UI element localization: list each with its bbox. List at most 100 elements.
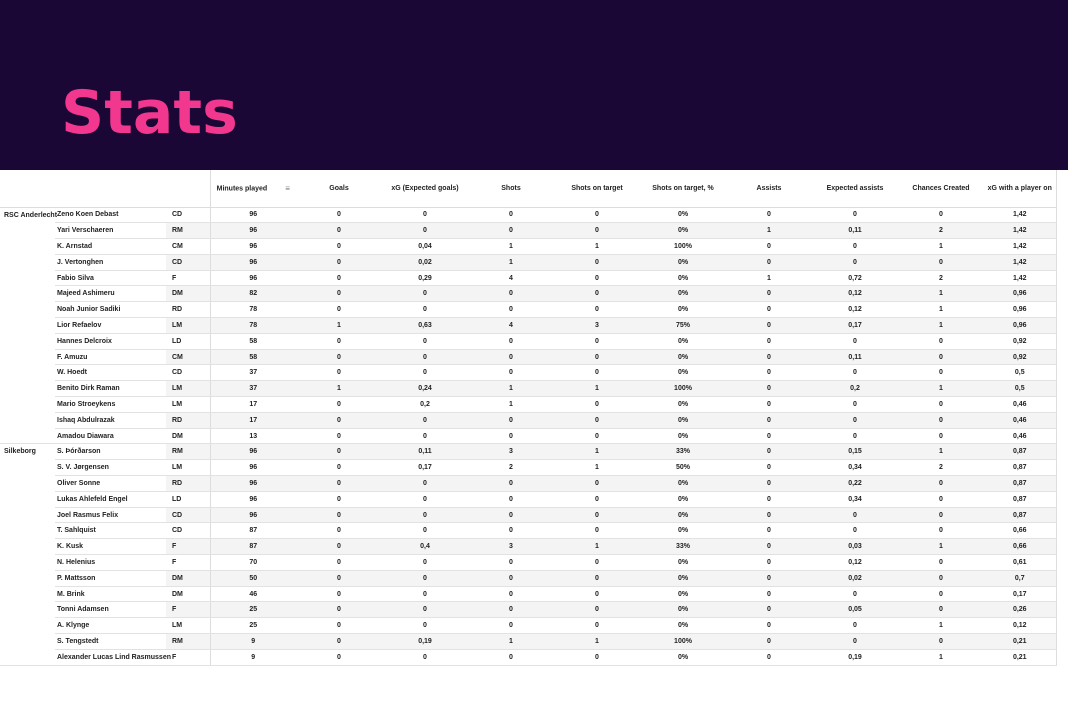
sort-descending-icon[interactable]: ≡ bbox=[285, 183, 290, 193]
table-row[interactable]: Noah Junior Sadiki RD 78 0 0 0 0 0% 0 0,12 1 0,96 bbox=[0, 301, 1057, 319]
table-row[interactable]: Silkeborg S. Þórðarson RM 96 0 0,11 3 1 33% 0 0,15… bbox=[0, 443, 1057, 666]
column-header[interactable]: Minutes played ≡ bbox=[209, 170, 296, 208]
column-header[interactable]: Goals bbox=[296, 170, 382, 208]
stat-cell: 33% bbox=[640, 443, 726, 461]
stat-cell: 0,46 bbox=[984, 428, 1057, 445]
player-position: LM bbox=[166, 380, 210, 398]
stat-cell: 0 bbox=[812, 522, 898, 540]
stat-cell: 0,21 bbox=[984, 649, 1057, 666]
table-row[interactable]: Benito Dirk Raman LM 37 1 0,24 1 1 100% 0 0,2 1 0,5 bbox=[0, 380, 1057, 398]
stat-cell: 0 bbox=[726, 254, 812, 271]
table-row[interactable]: RSC Anderlecht Zeno Koen Debast CD 96 0 0 0 0 0%… bbox=[0, 207, 1057, 445]
stat-cell: 0 bbox=[554, 412, 640, 429]
column-header-label: Assists bbox=[756, 184, 782, 192]
stat-cell: 96 bbox=[209, 238, 296, 255]
stat-cell: 1 bbox=[898, 285, 984, 303]
column-header[interactable]: xG (Expected goals) bbox=[382, 170, 468, 208]
table-row[interactable]: M. Brink DM 46 0 0 0 0 0% 0 0 0 0,17 bbox=[0, 586, 1057, 603]
stat-cell: 46 bbox=[209, 586, 296, 603]
column-header[interactable]: Shots bbox=[468, 170, 554, 208]
stat-cell: 1 bbox=[898, 238, 984, 255]
table-row[interactable]: Alexander Lucas Lind Rasmussen F 9 0 0 0 0 0% 0 0… bbox=[0, 649, 1057, 666]
stat-cell: 0,11 bbox=[812, 222, 898, 240]
stat-cell: 25 bbox=[209, 601, 296, 619]
stat-cell: 1,42 bbox=[984, 254, 1057, 271]
stat-cell: 0 bbox=[812, 428, 898, 445]
stat-cell: 1 bbox=[554, 380, 640, 398]
table-row[interactable]: Yari Verschaeren RM 96 0 0 0 0 0% 1 0,11 2 1,42 bbox=[0, 222, 1057, 240]
stat-cell: 0 bbox=[296, 491, 382, 508]
stat-cell: 1 bbox=[554, 633, 640, 650]
player-position: RM bbox=[166, 633, 210, 650]
column-header[interactable]: Shots on target, % bbox=[640, 170, 726, 208]
stat-cell: 0 bbox=[468, 428, 554, 445]
stat-cell: 0 bbox=[382, 491, 468, 508]
table-row[interactable]: Amadou Diawara DM 13 0 0 0 0 0% 0 0 0 0,46 bbox=[0, 428, 1057, 445]
column-header[interactable]: Shots on target bbox=[554, 170, 640, 208]
stat-cell: 0 bbox=[296, 649, 382, 666]
stat-cell: 0 bbox=[554, 428, 640, 445]
player-position: LD bbox=[166, 333, 210, 350]
stat-cell: 0 bbox=[812, 238, 898, 255]
column-header[interactable]: xG with a player on bbox=[984, 170, 1057, 208]
stat-cell: 0 bbox=[812, 254, 898, 271]
stat-cell: 0 bbox=[554, 270, 640, 287]
stat-cell: 0 bbox=[382, 364, 468, 382]
table-row[interactable]: Joel Rasmus Felix CD 96 0 0 0 0 0% 0 0 0 0,87 bbox=[0, 507, 1057, 524]
stat-cell: 0,03 bbox=[812, 538, 898, 556]
stat-cell: 0 bbox=[898, 507, 984, 524]
table-row[interactable]: S. V. Jørgensen LM 96 0 0,17 2 1 50% 0 0,34 2 0,87 bbox=[0, 459, 1057, 477]
column-header[interactable]: Chances Created bbox=[898, 170, 984, 208]
column-header[interactable]: Assists bbox=[726, 170, 812, 208]
stat-cell: 1,42 bbox=[984, 222, 1057, 240]
table-row[interactable]: Majeed Ashimeru DM 82 0 0 0 0 0% 0 0,12 1 0,96 bbox=[0, 285, 1057, 303]
table-row[interactable]: N. Helenius F 70 0 0 0 0 0% 0 0,12 0 0,61 bbox=[0, 554, 1057, 571]
column-header[interactable]: Expected assists bbox=[812, 170, 898, 208]
table-row[interactable]: A. Klynge LM 25 0 0 0 0 0% 0 0 1 0,12 bbox=[0, 617, 1057, 635]
stat-cell: 96 bbox=[209, 507, 296, 524]
stat-cell: 0 bbox=[296, 475, 382, 492]
table-row[interactable]: Lukas Ahlefeld Engel LD 96 0 0 0 0 0% 0 0,34 0 0,87 bbox=[0, 491, 1057, 508]
column-header-label: Shots on target, % bbox=[652, 184, 714, 192]
player-name: F. Amuzu bbox=[55, 349, 166, 366]
table-row[interactable]: Fabio Silva F 96 0 0,29 4 0 0% 1 0,72 2 1,42 bbox=[0, 270, 1057, 287]
table-row[interactable]: S. Tengstedt RM 9 0 0,19 1 1 100% 0 0 0 0,21 bbox=[0, 633, 1057, 650]
stat-cell: 0 bbox=[898, 412, 984, 429]
player-position: CD bbox=[166, 364, 210, 382]
stat-cell: 0 bbox=[554, 349, 640, 366]
table-row[interactable]: K. Kusk F 87 0 0,4 3 1 33% 0 0,03 1 0,66 bbox=[0, 538, 1057, 556]
table-row[interactable]: Hannes Delcroix LD 58 0 0 0 0 0% 0 0 0 0,92 bbox=[0, 333, 1057, 350]
stat-cell: 1 bbox=[898, 317, 984, 334]
stat-cell: 0 bbox=[726, 633, 812, 650]
stat-cell: 0 bbox=[554, 649, 640, 666]
table-row[interactable]: Tonni Adamsen F 25 0 0 0 0 0% 0 0,05 0 0,26 bbox=[0, 601, 1057, 619]
table-row[interactable]: Mario Stroeykens LM 17 0 0,2 1 0 0% 0 0 0 0,46 bbox=[0, 396, 1057, 413]
stat-cell: 0% bbox=[640, 586, 726, 603]
table-row[interactable]: J. Vertonghen CD 96 0 0,02 1 0 0% 0 0 0 1,42 bbox=[0, 254, 1057, 271]
stat-cell: 0,17 bbox=[984, 586, 1057, 603]
stat-cell: 0 bbox=[468, 491, 554, 508]
table-row[interactable]: Ishaq Abdulrazak RD 17 0 0 0 0 0% 0 0 0 0,46 bbox=[0, 412, 1057, 429]
stat-cell: 0 bbox=[468, 617, 554, 635]
stat-cell: 0 bbox=[898, 554, 984, 571]
stat-cell: 0 bbox=[726, 412, 812, 429]
stat-cell: 0,12 bbox=[812, 554, 898, 571]
stat-cell: 0 bbox=[812, 333, 898, 350]
player-name: Alexander Lucas Lind Rasmussen bbox=[55, 649, 171, 666]
table-row[interactable]: T. Sahlquist CD 87 0 0 0 0 0% 0 0 0 0,66 bbox=[0, 522, 1057, 540]
table-row[interactable]: F. Amuzu CM 58 0 0 0 0 0% 0 0,11 0 0,92 bbox=[0, 349, 1057, 366]
stat-cell: 0 bbox=[554, 507, 640, 524]
table-row[interactable]: Oliver Sonne RD 96 0 0 0 0 0% 0 0,22 0 0,87 bbox=[0, 475, 1057, 492]
stat-cell: 82 bbox=[209, 285, 296, 303]
table-row[interactable]: P. Mattsson DM 50 0 0 0 0 0% 0 0,02 0 0,7 bbox=[0, 570, 1057, 587]
stat-cell: 0,12 bbox=[812, 285, 898, 303]
stat-cell: 58 bbox=[209, 333, 296, 350]
table-row[interactable]: K. Arnstad CM 96 0 0,04 1 1 100% 0 0 1 1,42 bbox=[0, 238, 1057, 255]
stat-cell: 100% bbox=[640, 633, 726, 650]
stat-cell: 0,17 bbox=[382, 459, 468, 477]
player-position: CD bbox=[166, 254, 210, 271]
table-row[interactable]: W. Hoedt CD 37 0 0 0 0 0% 0 0 0 0,5 bbox=[0, 364, 1057, 382]
player-position: DM bbox=[166, 586, 210, 603]
stat-cell: 0 bbox=[898, 475, 984, 492]
table-row[interactable]: Lior Refaelov LM 78 1 0,63 4 3 75% 0 0,17 1 0,96 bbox=[0, 317, 1057, 334]
